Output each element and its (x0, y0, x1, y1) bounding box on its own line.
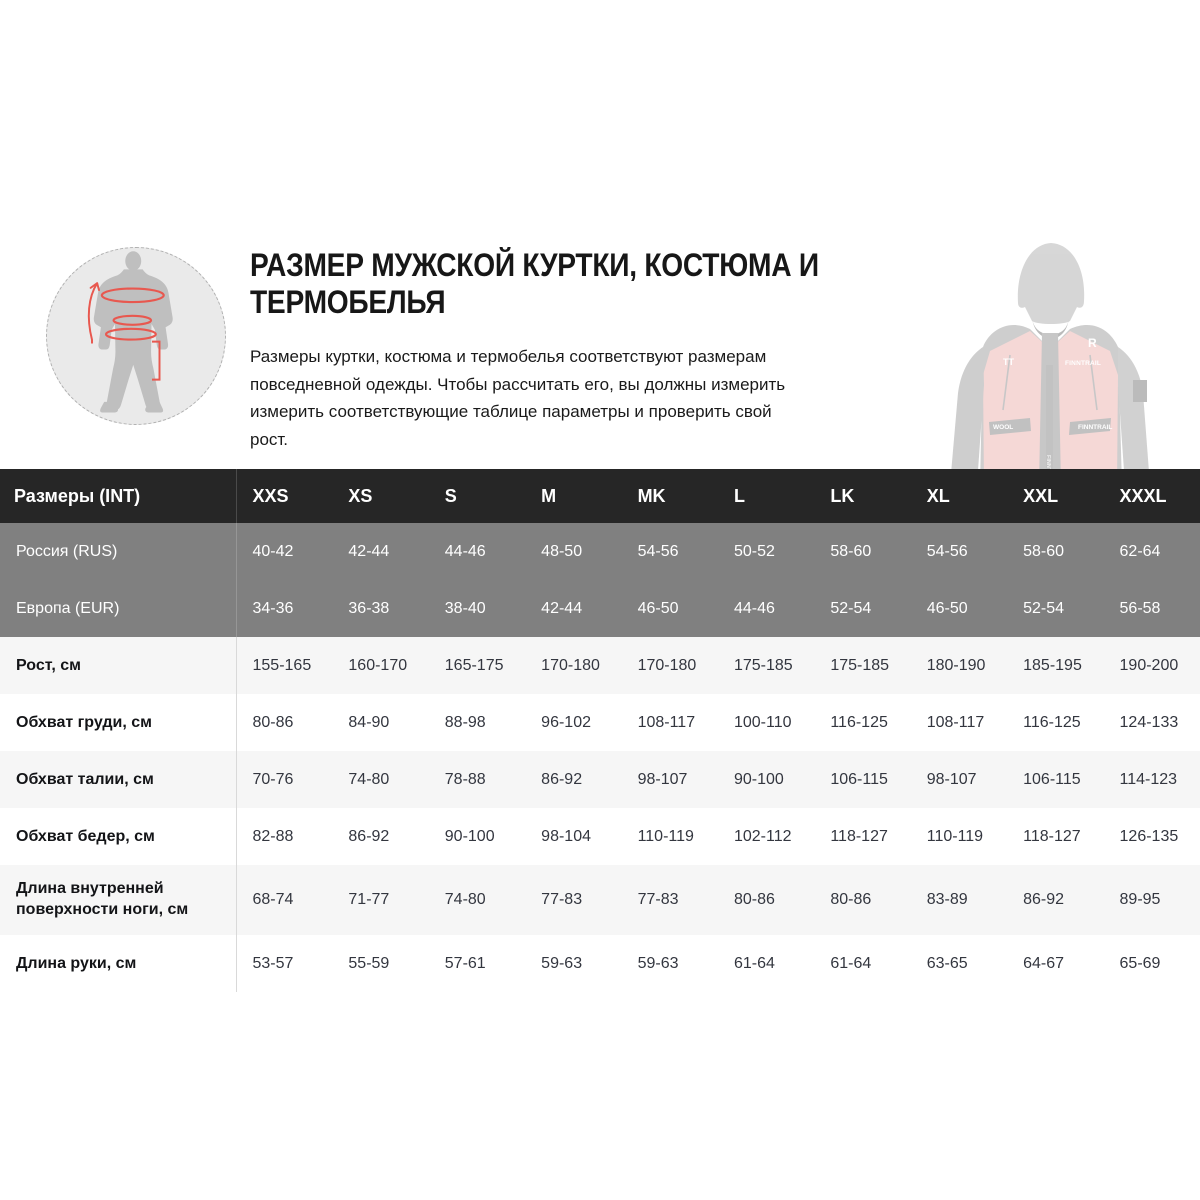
svg-text:FINNTRAIL: FINNTRAIL (1078, 424, 1112, 431)
svg-text:WOOL: WOOL (993, 424, 1013, 431)
svg-text:R: R (1088, 336, 1097, 350)
svg-text:TT: TT (1003, 357, 1014, 367)
svg-text:FINNTRAIL: FINNTRAIL (1065, 360, 1101, 367)
